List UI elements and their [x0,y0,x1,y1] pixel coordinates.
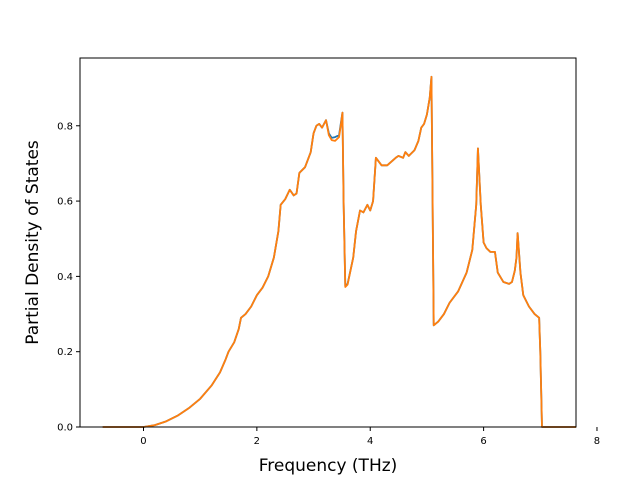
series-line-2 [102,75,576,428]
y-tick-label: 0.6 [57,197,73,208]
series-group [102,75,576,428]
y-tick-label: 0.4 [57,272,73,283]
x-axis-label: Frequency (THz) [259,456,398,476]
y-tick-label: 0.8 [57,121,73,132]
y-axis: 0.0 0.2 0.4 0.6 0.8 [57,121,80,434]
axes-frame [79,57,577,428]
x-tick-label: 2 [254,436,260,447]
x-tick-label: 6 [480,436,486,447]
x-tick-label: 4 [367,436,373,447]
y-tick-label: 0.2 [57,347,73,358]
x-tick-label: 0 [140,436,146,447]
y-tick-label: 0.0 [57,423,73,434]
x-tick-label: 8 [594,436,600,447]
x-axis: 0 2 4 6 8 [140,427,600,447]
y-axis-label: Partial Density of States [23,140,43,345]
